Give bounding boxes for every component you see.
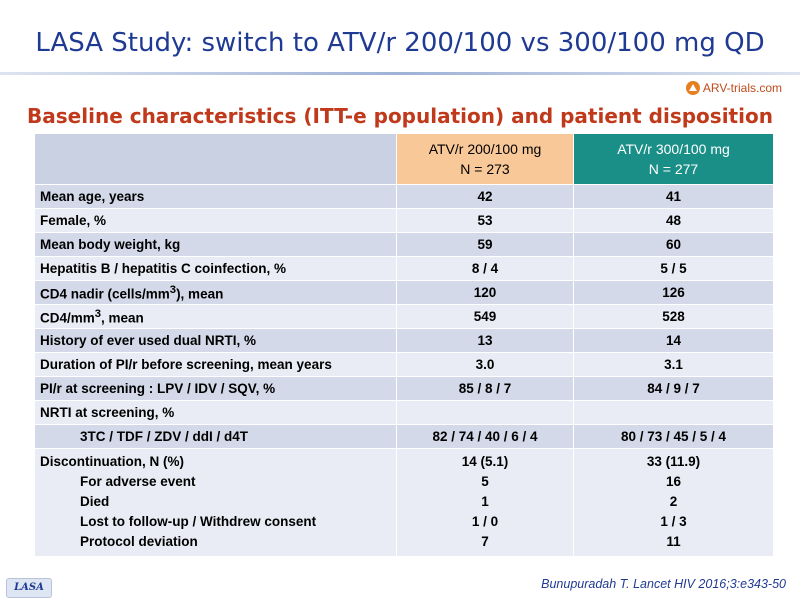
table-header-row: ATV/r 200/100 mg N = 273 ATV/r 300/100 m…	[34, 133, 774, 185]
value-arm-300: 2	[669, 494, 678, 509]
value-arm-300: 16	[665, 474, 682, 489]
value-arm-300: 3.1	[573, 352, 774, 377]
label-text: ), mean	[176, 286, 224, 302]
disposition-sub-label: Lost to follow-up / Withdrew consent	[80, 514, 317, 529]
value-arm-200: 120	[396, 280, 574, 305]
arm-300-n: N = 277	[648, 161, 699, 177]
label-superscript: 3	[94, 307, 102, 320]
value-arm-300: 41	[573, 184, 774, 209]
slide-subtitle: Baseline characteristics (ITT-e populati…	[27, 104, 773, 128]
disposition-label: Discontinuation, N (%)	[40, 454, 184, 469]
value-arm-200: 549	[396, 304, 574, 329]
label-text: , mean	[101, 310, 144, 326]
value-arm-300: 5 / 5	[573, 256, 774, 281]
value-arm-300: 126	[573, 280, 774, 305]
value-arm-200: 1	[481, 494, 489, 509]
value-arm-300: 528	[573, 304, 774, 329]
row-label: CD4/mm3, mean	[34, 304, 397, 329]
value-arm-200: 53	[396, 208, 574, 233]
slide-title: LASA Study: switch to ATV/r 200/100 vs 3…	[35, 28, 765, 58]
value-arm-200: 14 (5.1)	[461, 454, 509, 469]
logo-mark-icon	[685, 81, 700, 95]
table-row: Duration of PI/r before screening, mean …	[34, 352, 774, 377]
value-arm-300: 80 / 73 / 45 / 5 / 4	[573, 424, 774, 449]
table-row: Female, % 53 48	[34, 208, 774, 233]
disposition-arm-300: 33 (11.9) 16 2 1 / 3 11	[573, 448, 774, 557]
disposition-labels: Discontinuation, N (%) For adverse event…	[34, 448, 397, 557]
logo-text: ARV-trials.com	[702, 81, 782, 95]
value-arm-200: 8 / 4	[396, 256, 574, 281]
value-arm-300: 14	[573, 328, 774, 353]
title-divider	[0, 72, 800, 75]
header-arm-300: ATV/r 300/100 mg N = 277	[573, 133, 774, 185]
value-arm-200: 82 / 74 / 40 / 6 / 4	[396, 424, 574, 449]
table-row: 3TC / TDF / ZDV / ddI / d4T 82 / 74 / 40…	[34, 424, 774, 449]
value-arm-200: 42	[396, 184, 574, 209]
footer-study-tab: LASA	[6, 578, 52, 598]
row-label: History of ever used dual NRTI, %	[34, 328, 397, 353]
value-arm-200: 85 / 8 / 7	[396, 376, 574, 401]
table-row: CD4/mm3, mean 549 528	[34, 304, 774, 329]
value-arm-300: 60	[573, 232, 774, 257]
header-arm-200: ATV/r 200/100 mg N = 273	[396, 133, 574, 185]
arm-200-n: N = 273	[460, 161, 510, 177]
label-superscript: 3	[169, 283, 177, 296]
row-label: Female, %	[34, 208, 397, 233]
value-arm-200: 13	[396, 328, 574, 353]
value-arm-200: 59	[396, 232, 574, 257]
disposition-sub-label: Protocol deviation	[80, 534, 198, 549]
citation: Bunupuradah T. Lancet HIV 2016;3:e343-50	[541, 577, 786, 591]
baseline-table: ATV/r 200/100 mg N = 273 ATV/r 300/100 m…	[34, 133, 774, 557]
value-arm-300	[573, 400, 774, 425]
row-label: NRTI at screening, %	[34, 400, 397, 425]
arm-200-name: ATV/r 200/100 mg	[428, 141, 542, 157]
value-arm-200	[396, 400, 574, 425]
table-row: CD4 nadir (cells/mm3), mean 120 126	[34, 280, 774, 305]
table-row: Mean body weight, kg 59 60	[34, 232, 774, 257]
value-arm-300: 33 (11.9)	[646, 454, 701, 469]
disposition-row: Discontinuation, N (%) For adverse event…	[34, 448, 774, 557]
table-row: Mean age, years 42 41	[34, 184, 774, 209]
arm-300-name: ATV/r 300/100 mg	[617, 141, 730, 157]
row-label: 3TC / TDF / ZDV / ddI / d4T	[34, 424, 397, 449]
table-row: NRTI at screening, %	[34, 400, 774, 425]
header-blank-cell	[34, 133, 397, 185]
row-label: Duration of PI/r before screening, mean …	[34, 352, 397, 377]
table-row: History of ever used dual NRTI, % 13 14	[34, 328, 774, 353]
arv-trials-logo: ARV-trials.com	[685, 79, 782, 97]
disposition-sub-label: Died	[80, 494, 110, 509]
row-label: Mean age, years	[34, 184, 397, 209]
row-label: PI/r at screening : LPV / IDV / SQV, %	[34, 376, 397, 401]
value-arm-300: 84 / 9 / 7	[573, 376, 774, 401]
value-arm-200: 5	[481, 474, 489, 489]
value-arm-200: 7	[481, 534, 489, 549]
row-label: Mean body weight, kg	[34, 232, 397, 257]
row-label: Hepatitis B / hepatitis C coinfection, %	[34, 256, 397, 281]
disposition-arm-200: 14 (5.1) 5 1 1 / 0 7	[396, 448, 574, 557]
table-row: Hepatitis B / hepatitis C coinfection, %…	[34, 256, 774, 281]
row-label: CD4 nadir (cells/mm3), mean	[34, 280, 397, 305]
value-arm-300: 1 / 3	[660, 514, 687, 529]
label-text: CD4 nadir (cells/mm	[40, 286, 170, 302]
value-arm-200: 1 / 0	[471, 514, 499, 529]
value-arm-200: 3.0	[396, 352, 574, 377]
disposition-sub-label: For adverse event	[80, 474, 196, 489]
value-arm-300: 48	[573, 208, 774, 233]
table-row: PI/r at screening : LPV / IDV / SQV, % 8…	[34, 376, 774, 401]
value-arm-300: 11	[666, 534, 681, 549]
label-text: CD4/mm	[40, 310, 95, 326]
